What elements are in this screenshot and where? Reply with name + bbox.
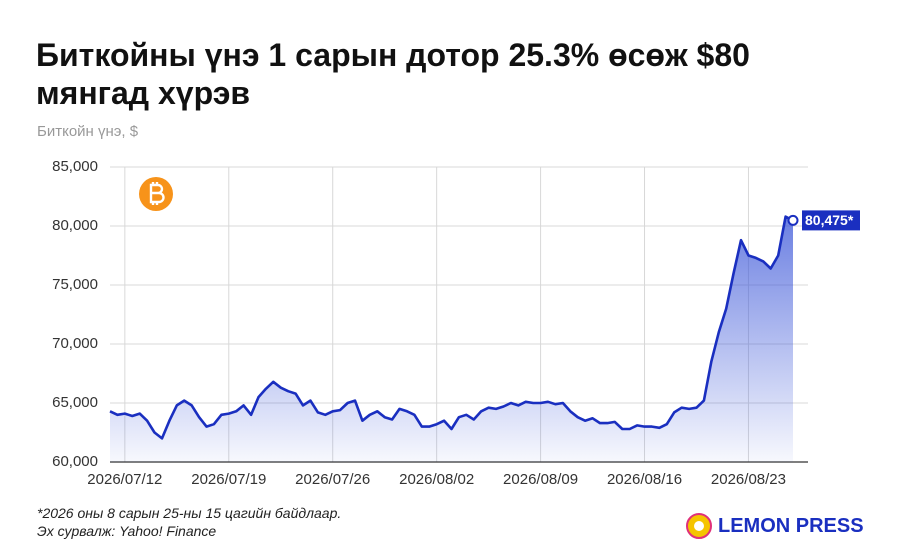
source: Эх сурвалж: Yahoo! Finance <box>37 523 217 539</box>
label-box <box>802 210 860 231</box>
y-tick-label: 60,000 <box>52 453 98 470</box>
footnote: *2026 оны 8 сарын 25-ны 15 цагийн байдла… <box>37 505 342 521</box>
x-tick-label: 2026/08/16 <box>607 471 682 488</box>
x-tick-label: 2026/07/19 <box>191 471 266 488</box>
area <box>110 216 793 462</box>
y-tick-label: 65,000 <box>52 394 98 411</box>
x-tick-label: 2026/08/23 <box>711 471 786 488</box>
value-label: 80,475* <box>805 212 854 228</box>
chart-title: Биткойны үнэ 1 сарын дотор 25.3% өсөж $8… <box>36 37 750 111</box>
y-tick-label: 70,000 <box>52 335 98 352</box>
chart: 60,000 65,000 70,000 75,000 80,000 85,000 2026… <box>52 158 860 488</box>
brand: LEMON PRESS <box>718 515 864 537</box>
x-tick-label: 2026/08/02 <box>399 471 474 488</box>
y-tick-label: 75,000 <box>52 276 98 293</box>
x-tick-label: 2026/07/12 <box>87 471 162 488</box>
notes: *2026 оны 8 сарын 25-ны 15 цагийн байдла… <box>37 504 341 540</box>
brand-logo <box>686 513 712 539</box>
x-tick-label: 2026/07/26 <box>295 471 370 488</box>
bitcoin-icon <box>139 177 173 211</box>
end-marker <box>787 214 799 226</box>
y-tick-label: 85,000 <box>52 158 98 175</box>
y-tick-label: 80,000 <box>52 217 98 234</box>
x-tick-label: 2026/08/09 <box>503 471 578 488</box>
subtitle: Биткойн үнэ, $ <box>37 123 139 140</box>
line <box>109 215 794 440</box>
